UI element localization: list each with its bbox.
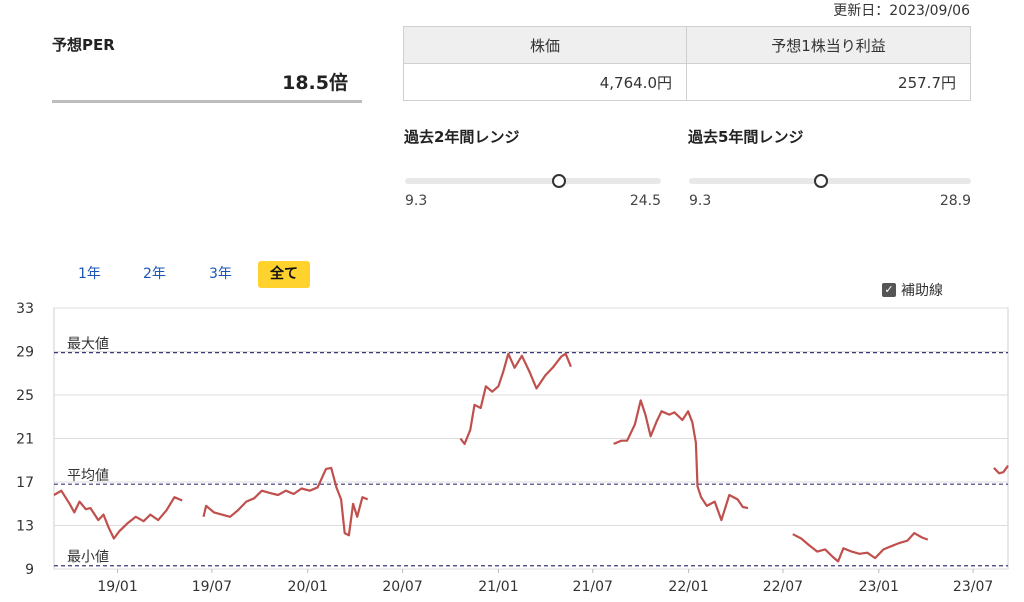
y-tick-label: 13 — [16, 519, 34, 535]
per-series-line — [993, 465, 1009, 475]
aux-lines-label: 補助線 — [901, 283, 943, 299]
y-tick-label: 21 — [16, 432, 34, 448]
period-3y-button[interactable]: 3年 — [209, 266, 232, 282]
range-2y-max: 24.5 — [629, 193, 661, 209]
reference-line-label: 最大値 — [67, 337, 109, 353]
per-label: 予想PER — [52, 36, 115, 54]
x-tick-label: 21/01 — [478, 579, 518, 595]
y-tick-label: 17 — [16, 475, 34, 491]
reference-line-label: 平均値 — [67, 468, 109, 484]
x-tick-label: 23/01 — [859, 579, 899, 595]
range-5y-title: 過去5年間レンジ — [688, 128, 804, 146]
x-tick-label: 20/01 — [288, 579, 328, 595]
eps-header: 予想1株当り利益 — [686, 26, 971, 64]
y-tick-label: 25 — [16, 388, 34, 404]
y-tick-label: 29 — [16, 345, 34, 361]
per-series-line — [459, 352, 572, 445]
range-2y-knob — [552, 173, 567, 188]
range-5y-track — [689, 178, 971, 184]
updated-date: 更新日：2023/09/06 — [833, 3, 970, 19]
y-tick-label: 33 — [16, 301, 34, 317]
x-tick-label: 22/07 — [763, 579, 803, 595]
aux-lines-toggle[interactable]: ✓ 補助線 — [882, 280, 943, 300]
y-tick-label: 9 — [25, 562, 34, 578]
per-series-line — [792, 532, 929, 563]
reference-line-label: 最小値 — [67, 550, 109, 566]
range-5y-min: 9.3 — [689, 193, 712, 209]
per-series-line — [202, 466, 369, 537]
checkmark-icon[interactable]: ✓ — [882, 283, 896, 297]
x-tick-label: 19/07 — [192, 579, 232, 595]
x-tick-label: 23/07 — [953, 579, 993, 595]
period-2y-button[interactable]: 2年 — [143, 266, 166, 282]
per-value: 18.5倍 — [282, 72, 348, 94]
range-5y-max: 28.9 — [939, 193, 971, 209]
per-divider — [52, 100, 362, 103]
range-2y-min: 9.3 — [405, 193, 428, 209]
per-history-chart: 9 13 17 21 25 29 33 19/01 19/07 20/01 20/07 21/01 21… — [16, 301, 1009, 595]
per-series-line — [613, 399, 749, 522]
period-1y-button[interactable]: 1年 — [78, 266, 101, 282]
stock-price-header: 株価 — [403, 26, 687, 64]
x-tick-label: 21/07 — [573, 579, 613, 595]
x-tick-label: 22/01 — [668, 579, 708, 595]
price-eps-table: 株価 予想1株当り利益 4,764.0円 257.7円 — [403, 26, 971, 101]
range-2y-track — [405, 178, 661, 184]
x-tick-label: 20/07 — [382, 579, 422, 595]
eps-value: 257.7円 — [686, 63, 971, 101]
range-5y-knob — [813, 173, 828, 188]
per-series-line — [53, 489, 183, 540]
stock-price-value: 4,764.0円 — [403, 63, 687, 101]
x-tick-label: 19/01 — [97, 579, 137, 595]
period-all-button[interactable]: 全て — [258, 261, 310, 288]
range-2y-title: 過去2年間レンジ — [404, 128, 520, 146]
